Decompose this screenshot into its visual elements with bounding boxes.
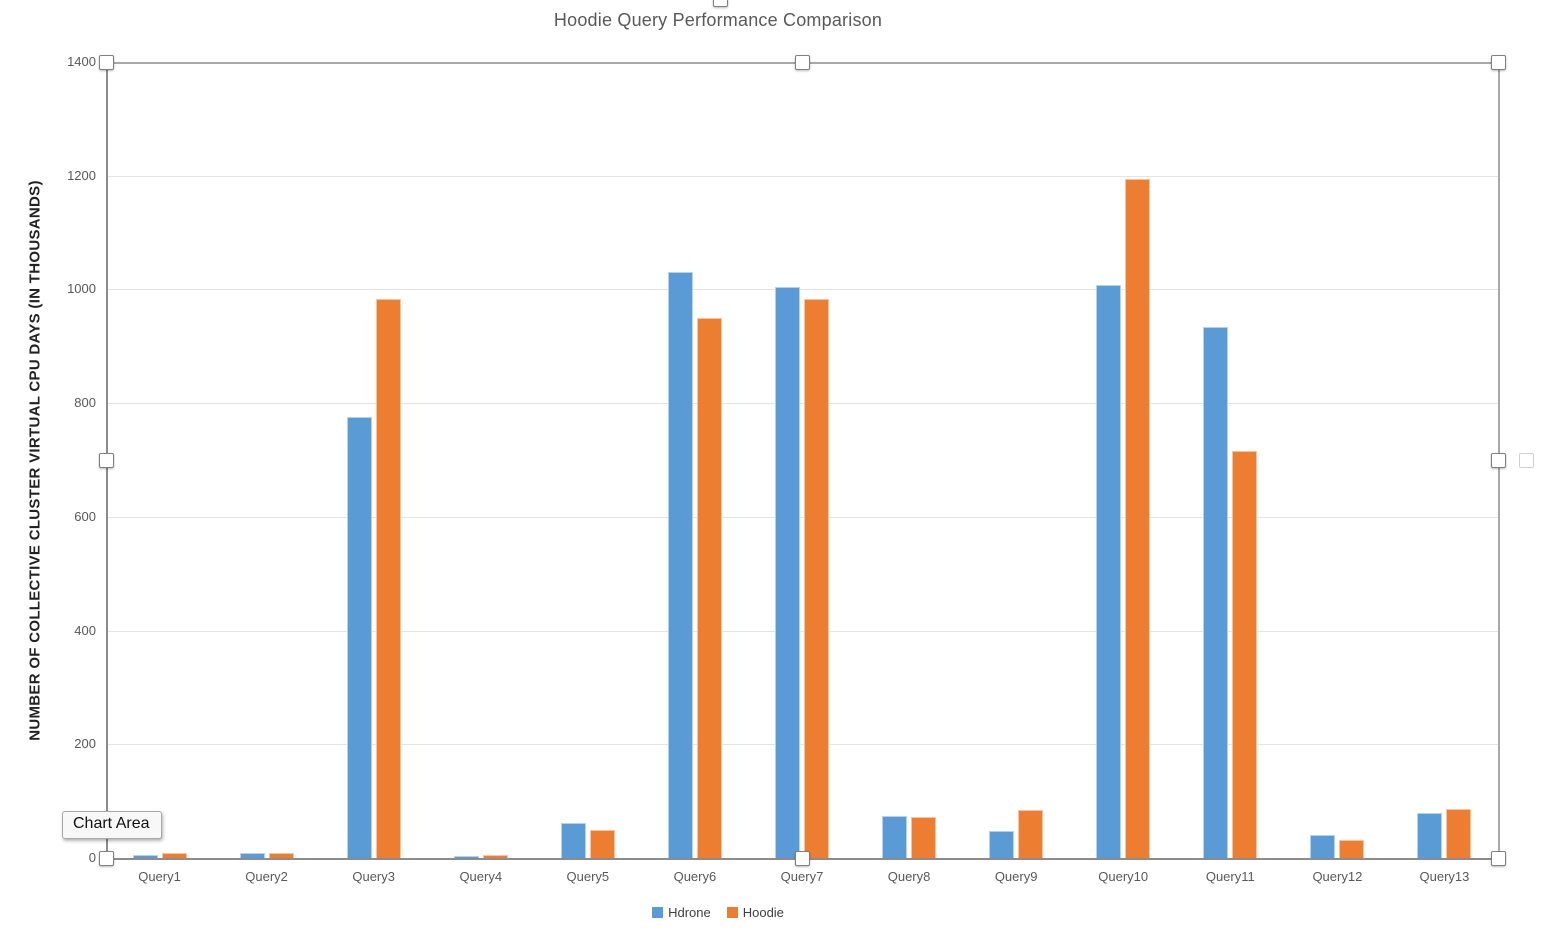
x-tick-label: Query5 <box>566 869 610 884</box>
x-tick-label: Query10 <box>1098 869 1149 884</box>
bar-hoodie-query7[interactable] <box>804 298 829 858</box>
gridline <box>106 289 1498 291</box>
selection-handle[interactable] <box>1519 453 1534 468</box>
bar-hoodie-query13[interactable] <box>1446 808 1472 858</box>
legend-label: Hoodie <box>742 905 784 920</box>
bar-hoodie-query12[interactable] <box>1339 839 1365 858</box>
chart-area-tooltip: Chart Area <box>62 811 163 839</box>
bar-hdrone-query6[interactable] <box>667 272 693 858</box>
x-tick-label: Query12 <box>1312 869 1363 884</box>
selection-handle[interactable] <box>1491 55 1506 70</box>
legend-label: Hdrone <box>668 905 711 920</box>
y-tick-label: 200 <box>74 736 96 752</box>
bar-hoodie-query2[interactable] <box>268 852 294 858</box>
y-tick-label: 800 <box>74 395 96 411</box>
y-tick-label: 400 <box>74 622 96 638</box>
bar-hdrone-query4[interactable] <box>453 856 479 858</box>
selection-handle[interactable] <box>99 453 114 468</box>
bar-hoodie-query1[interactable] <box>161 852 187 858</box>
legend-swatch <box>726 907 738 918</box>
selection-handle[interactable] <box>1491 453 1506 468</box>
bar-hdrone-query3[interactable] <box>346 416 372 858</box>
selection-handle[interactable] <box>1491 851 1506 866</box>
selection-handle[interactable] <box>713 0 728 7</box>
bar-hoodie-query8[interactable] <box>911 817 937 858</box>
x-tick-label: Query6 <box>673 869 717 884</box>
gridline <box>106 175 1498 177</box>
bar-hdrone-query10[interactable] <box>1096 284 1122 858</box>
bar-hoodie-query5[interactable] <box>589 830 615 858</box>
bar-hdrone-query5[interactable] <box>560 822 586 858</box>
bar-hdrone-query12[interactable] <box>1310 835 1336 858</box>
selection-handle[interactable] <box>795 851 810 866</box>
bar-hoodie-query6[interactable] <box>696 318 722 858</box>
bar-hoodie-query9[interactable] <box>1018 810 1044 858</box>
bar-hdrone-query2[interactable] <box>239 852 265 858</box>
selection-handle[interactable] <box>99 851 114 866</box>
x-tick-label: Query7 <box>780 869 824 884</box>
x-tick-label: Query13 <box>1419 869 1470 884</box>
bar-hdrone-query11[interactable] <box>1203 326 1229 858</box>
bar-hdrone-query1[interactable] <box>132 855 158 858</box>
gridline <box>106 403 1498 405</box>
x-tick-label: Query11 <box>1205 869 1255 884</box>
legend-item-hdrone[interactable]: Hdrone <box>652 905 711 920</box>
chart-title[interactable]: Hoodie Query Performance Comparison <box>553 10 883 30</box>
gridline <box>106 630 1498 632</box>
legend-item-hoodie[interactable]: Hoodie <box>726 905 784 920</box>
y-tick-label: 1200 <box>67 167 96 183</box>
bar-hdrone-query7[interactable] <box>775 287 800 858</box>
x-tick-label: Query4 <box>459 869 503 884</box>
x-tick-label: Query1 <box>138 869 181 884</box>
bar-hoodie-query4[interactable] <box>482 855 508 858</box>
bar-hdrone-query13[interactable] <box>1417 812 1443 858</box>
y-tick-label: 0 <box>88 850 96 865</box>
selection-handle[interactable] <box>99 55 114 70</box>
gridline <box>106 744 1498 746</box>
selection-handle[interactable] <box>795 55 810 70</box>
legend-swatch <box>652 907 664 918</box>
y-tick-label: 1400 <box>67 54 96 69</box>
legend[interactable]: Hdrone Hoodie <box>0 905 1436 920</box>
bar-hoodie-query3[interactable] <box>375 298 401 858</box>
bar-hdrone-query9[interactable] <box>989 830 1015 858</box>
y-tick-label: 600 <box>74 508 96 524</box>
bar-hdrone-query8[interactable] <box>882 816 908 858</box>
x-tick-label: Query9 <box>994 869 1038 884</box>
x-tick-label: Query2 <box>245 869 288 884</box>
gridline <box>106 516 1498 518</box>
x-tick-label: Query8 <box>887 869 931 884</box>
y-tick-label: 1000 <box>67 281 96 297</box>
x-tick-label: Query3 <box>352 869 395 884</box>
bar-hoodie-query11[interactable] <box>1232 451 1258 858</box>
bar-hoodie-query10[interactable] <box>1125 179 1151 858</box>
